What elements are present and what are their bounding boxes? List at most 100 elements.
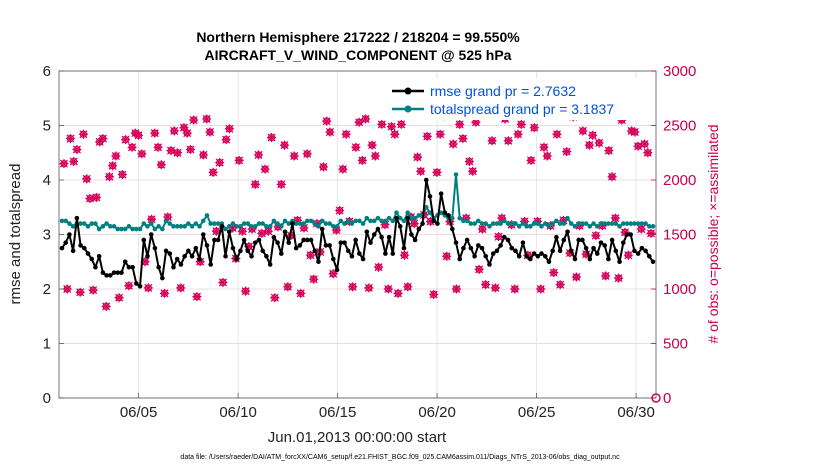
obs-point [400,250,410,260]
rmse-point [643,248,648,254]
rmse-point [219,224,225,229]
spread-point [416,213,422,218]
obs-assimilated-marker [335,206,345,216]
obs-assimilated-marker [117,170,127,180]
rmse-point [476,243,481,248]
obs-point [646,228,656,238]
legend: rmse grand pr = 2.7632 totalspread grand… [388,78,654,120]
obs-point [396,119,406,129]
rmse-point [383,251,388,256]
obs-assimilated-marker [121,135,131,145]
rmse-point [241,237,247,243]
obs-point [487,136,497,146]
obs-point [640,139,650,149]
rmse-point [650,259,656,265]
spread-point [535,221,541,226]
obs-assimilated-marker [623,250,633,260]
rmse-point [163,248,169,254]
spread-point [215,221,221,226]
obs-assimilated-marker [341,129,351,139]
spread-point [238,224,243,229]
rmse-point [226,229,232,235]
obs-point [338,164,348,174]
spread-point [397,215,403,221]
rmse-point [193,245,199,251]
rmse-point [256,237,262,243]
spread-point [628,221,634,226]
spread-point [461,218,466,224]
obs-assimilated-marker [584,140,594,150]
obs-assimilated-marker [422,131,432,141]
rmse-point [312,248,318,254]
spread-point [401,218,407,224]
spread-point [409,215,414,221]
spread-point [338,218,344,224]
rmse-point [602,243,607,248]
rmse-point [561,237,567,243]
spread-point [494,221,500,226]
rmse-point [397,224,403,229]
spread-point [323,221,329,226]
spread-point [212,221,217,226]
rmse-point [245,248,251,254]
obs-point [432,167,442,177]
spread-point [119,226,124,232]
obs-assimilated-marker [393,288,403,298]
rmse-point [67,232,72,237]
obs-point [302,149,312,159]
rmse-point [200,232,206,237]
obs-assimilated-marker [185,144,195,154]
obs-point [65,134,75,144]
obs-point [114,293,124,303]
spread-point [528,224,533,229]
rmse-point [379,234,384,240]
rmse-point [186,248,191,254]
rmse-point [104,273,109,278]
rmse-point [438,191,444,196]
rmse-point [412,237,418,243]
rmse-point [145,253,150,259]
spread-point [591,221,596,226]
rmse-point [639,245,645,251]
obs-assimilated-marker [416,166,426,176]
spread-point [122,226,128,232]
obs-assimilated-marker [241,286,251,296]
obs-point [361,114,371,124]
obs-assimilated-marker [137,149,147,159]
spread-point [405,210,410,215]
rmse-point [108,273,113,278]
spread-point [509,221,515,226]
rmse-point [238,248,243,254]
spread-point [293,221,299,226]
obs-assimilated-marker [98,134,108,144]
spread-point [349,221,355,226]
spread-point [267,224,273,229]
spread-point [360,221,366,226]
obs-assimilated-marker [150,128,160,138]
obs-point [318,162,328,172]
spread-point [108,224,113,229]
obs-assimilated-marker [442,251,452,261]
obs-assimilated-marker [72,144,82,154]
obs-assimilated-marker [143,283,153,293]
spread-point [141,221,147,226]
rmse-point [613,248,619,254]
obs-point [490,283,500,293]
obs-point [348,282,358,292]
obs-point [468,166,478,176]
obs-assimilated-marker [364,283,374,293]
y-tick-label: 1 [43,336,51,353]
spread-point [487,224,492,229]
spread-point [78,221,83,226]
rmse-point [293,245,299,251]
obs-assimilated-marker [403,282,413,292]
rmse-point [85,251,91,256]
spread-point [305,218,310,224]
rmse-point [494,248,500,254]
obs-assimilated-marker [182,128,192,138]
rmse-point [591,245,596,251]
obs-assimilated-marker [114,293,124,303]
y2-tick-label: 1000 [663,281,696,298]
legend-spread-text: totalspread grand pr = 3.1837 [430,101,614,117]
rmse-point [141,237,147,243]
